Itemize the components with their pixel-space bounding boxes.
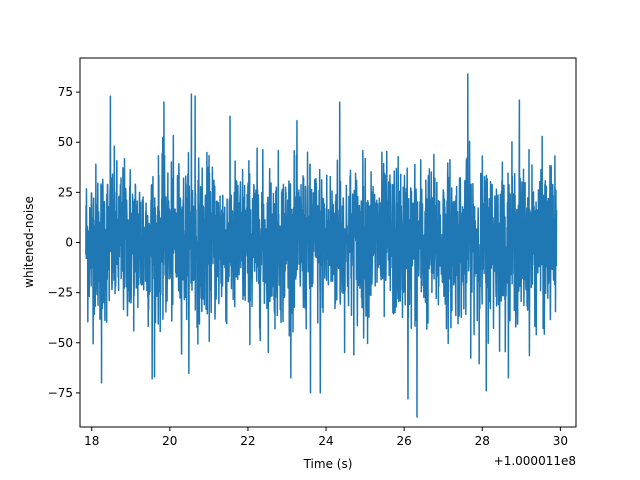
y-tick-label: −50	[48, 336, 73, 350]
x-axis: 18 20 22 24 26 28 30	[84, 427, 568, 448]
y-axis-label: whitened-noise	[22, 196, 36, 288]
x-tick-label: 30	[553, 434, 568, 448]
x-tick-label: 22	[240, 434, 255, 448]
series-line	[85, 73, 558, 418]
y-tick-label: 0	[65, 236, 73, 250]
x-offset-label: +1.000011e8	[494, 454, 576, 468]
y-tick-label: −25	[48, 286, 73, 300]
y-tick-label: 25	[58, 185, 73, 199]
x-axis-label: Time (s)	[303, 457, 353, 471]
plot-area	[85, 73, 558, 418]
y-tick-label: 50	[58, 135, 73, 149]
y-tick-label: −75	[48, 386, 73, 400]
x-tick-label: 26	[397, 434, 412, 448]
x-tick-label: 24	[318, 434, 333, 448]
y-axis: −75 −50 −25 0 25 50 75	[48, 85, 80, 400]
x-tick-label: 28	[475, 434, 490, 448]
x-tick-label: 20	[162, 434, 177, 448]
x-tick-label: 18	[84, 434, 99, 448]
y-tick-label: 75	[58, 85, 73, 99]
